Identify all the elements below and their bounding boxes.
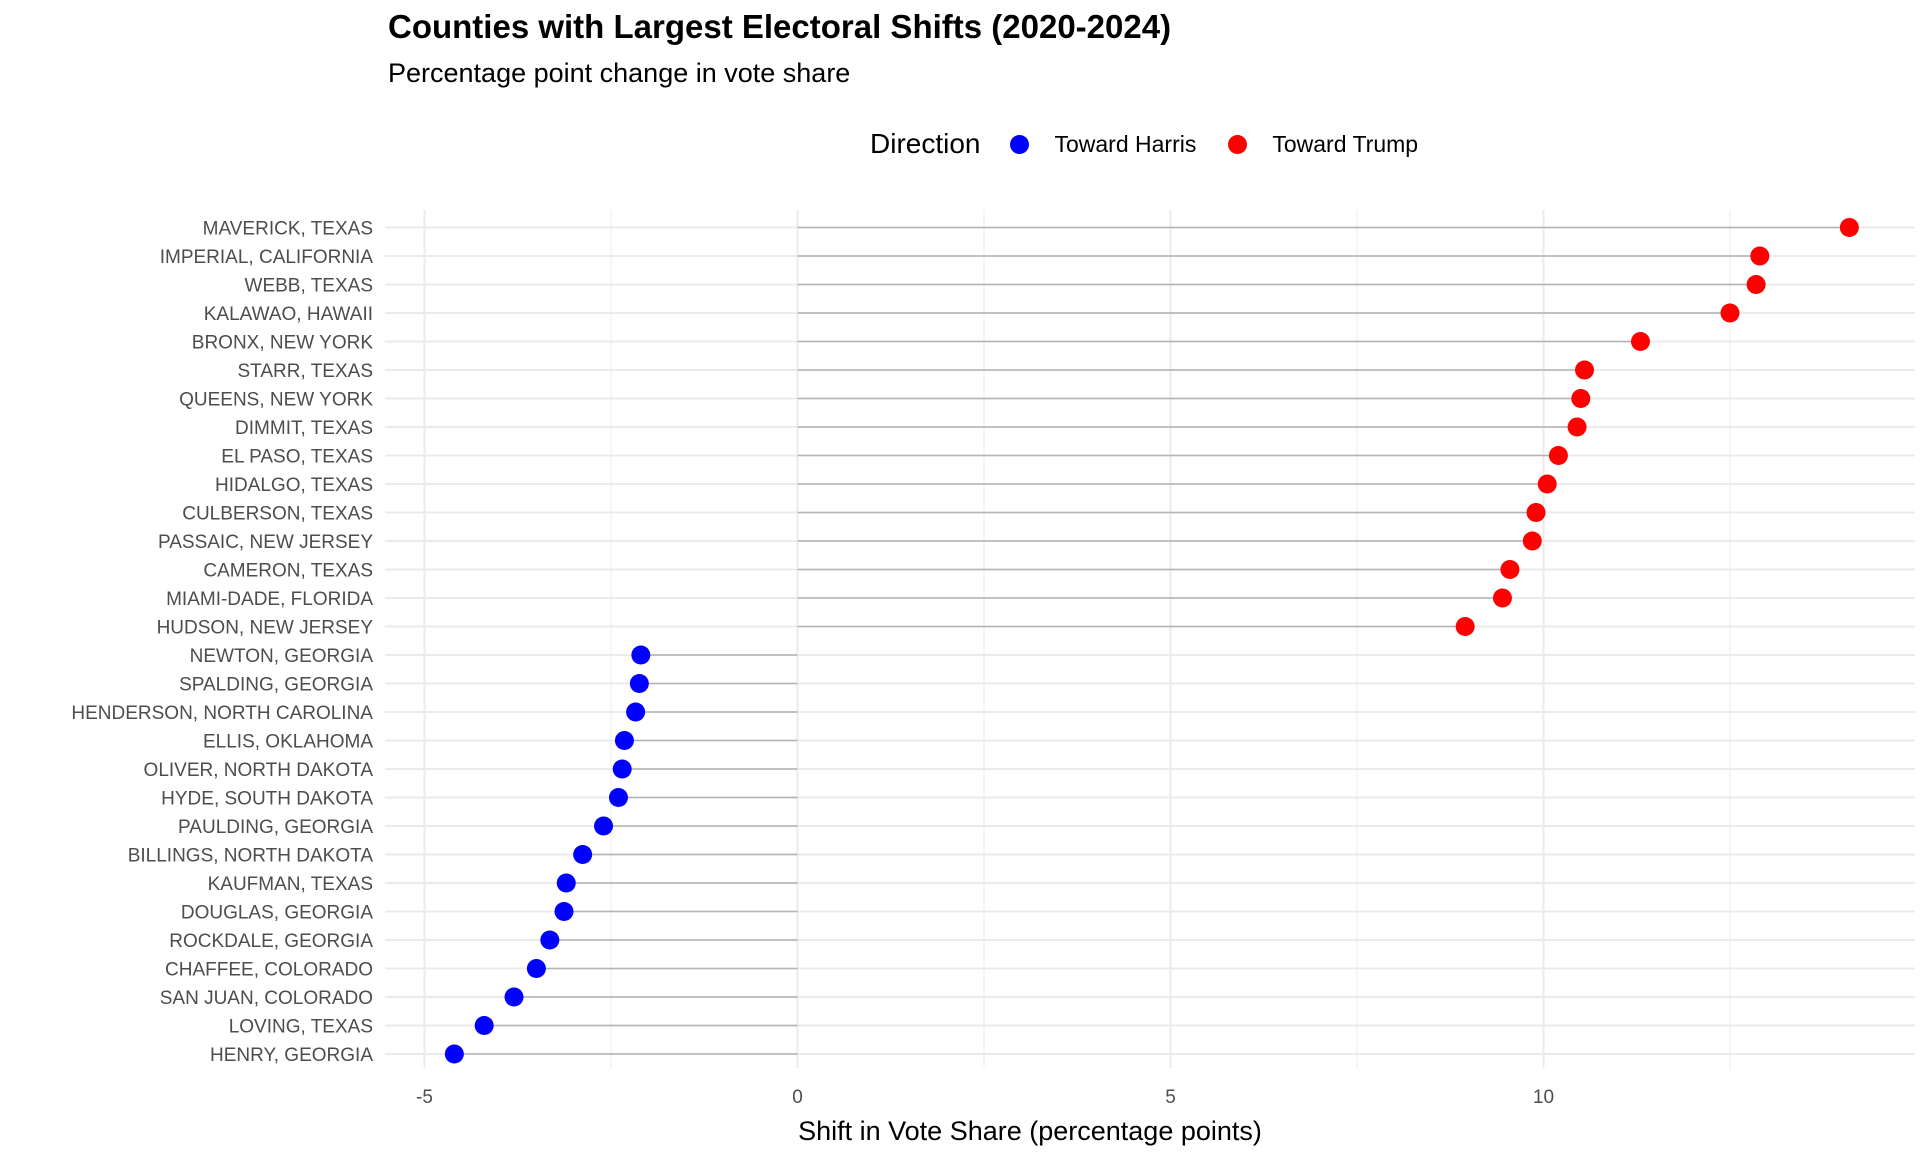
legend-dot-toward-harris-icon [1010, 134, 1030, 154]
data-point [631, 645, 651, 665]
category-label: PASSAIC, NEW JERSEY [158, 532, 373, 553]
data-point [1575, 360, 1595, 380]
data-point [626, 702, 646, 722]
legend-dot-toward-trump-icon [1228, 134, 1248, 154]
category-label: NEWTON, GEORGIA [190, 646, 374, 667]
legend-label-toward-harris: Toward Harris [1054, 130, 1197, 157]
data-point [554, 902, 574, 921]
category-label: DOUGLAS, GEORGIA [181, 903, 373, 924]
category-label: HENRY, GEORGIA [210, 1045, 373, 1066]
data-point [1455, 617, 1475, 636]
data-point [526, 959, 546, 978]
category-label: HUDSON, NEW JERSEY [157, 618, 374, 639]
data-point [614, 731, 634, 750]
category-label: HYDE, SOUTH DAKOTA [161, 789, 373, 810]
category-label: SAN JUAN, COLORADO [160, 988, 373, 1009]
category-label: KALAWAO, HAWAII [204, 304, 373, 325]
point-layer [444, 218, 1859, 1064]
data-point [629, 674, 649, 693]
category-label: ELLIS, OKLAHOMA [203, 732, 373, 753]
data-point [444, 1044, 464, 1064]
category-label: MIAMI-DADE, FLORIDA [166, 589, 373, 610]
legend: Direction Toward Harris Toward Trump [870, 124, 1450, 164]
category-label: STARR, TEXAS [238, 361, 374, 382]
chart-title: Counties with Largest Electoral Shifts (… [388, 8, 1172, 45]
x-tick-label: -5 [416, 1087, 433, 1108]
category-label: BRONX, NEW YORK [192, 333, 374, 354]
data-point [594, 816, 614, 836]
chart-subtitle: Percentage point change in vote share [388, 58, 851, 88]
data-point [1567, 417, 1587, 437]
data-point [1522, 531, 1542, 551]
category-label: BILLINGS, NORTH DAKOTA [128, 846, 374, 867]
category-label: KAUFMAN, TEXAS [208, 874, 373, 895]
data-point [474, 1016, 494, 1035]
category-label: WEBB, TEXAS [245, 276, 373, 297]
category-label: EL PASO, TEXAS [221, 447, 373, 468]
x-axis-title: Shift in Vote Share (percentage points) [798, 1116, 1262, 1146]
data-point [612, 759, 632, 779]
data-point [1746, 275, 1766, 294]
category-label: SPALDING, GEORGIA [179, 675, 373, 696]
category-label: QUEENS, NEW YORK [179, 390, 373, 411]
data-point [1548, 446, 1568, 465]
category-label: HENDERSON, NORTH CAROLINA [71, 703, 373, 724]
data-point [573, 845, 593, 864]
data-point [1720, 303, 1740, 323]
data-point [556, 873, 576, 893]
category-label: MAVERICK, TEXAS [203, 219, 373, 240]
x-tick-label: 0 [792, 1087, 803, 1108]
stem-layer [454, 226, 1850, 1055]
data-point [1839, 218, 1859, 237]
category-label: HIDALGO, TEXAS [215, 475, 373, 496]
legend-label-toward-trump: Toward Trump [1272, 130, 1419, 157]
category-label: CHAFFEE, COLORADO [165, 960, 373, 981]
data-point [1750, 246, 1770, 266]
x-tick-label: 5 [1165, 1087, 1176, 1108]
data-point [504, 987, 524, 1007]
category-label: CULBERSON, TEXAS [182, 504, 373, 525]
data-point [608, 788, 628, 807]
category-label: DIMMIT, TEXAS [235, 418, 373, 439]
category-label: OLIVER, NORTH DAKOTA [144, 760, 374, 781]
label-layer: MAVERICK, TEXAS IMPERIAL, CALIFORNIA WEBB,… [71, 219, 1554, 1109]
legend-title: Direction [870, 128, 981, 159]
category-label: PAULDING, GEORGIA [178, 817, 373, 838]
data-point [1571, 389, 1591, 408]
data-point [1526, 503, 1546, 522]
data-point [1492, 588, 1512, 608]
data-point [1630, 332, 1650, 351]
category-label: LOVING, TEXAS [229, 1017, 373, 1038]
category-label: ROCKDALE, GEORGIA [169, 931, 373, 952]
category-label: IMPERIAL, CALIFORNIA [160, 247, 374, 268]
data-point [540, 930, 560, 950]
legend-item-toward-harris: Toward Harris [1010, 131, 1196, 158]
data-point [1537, 474, 1557, 494]
data-point [1500, 560, 1520, 579]
legend-item-toward-trump: Toward Trump [1228, 131, 1418, 158]
category-label: CAMERON, TEXAS [203, 561, 373, 582]
x-tick-label: 10 [1533, 1087, 1554, 1108]
